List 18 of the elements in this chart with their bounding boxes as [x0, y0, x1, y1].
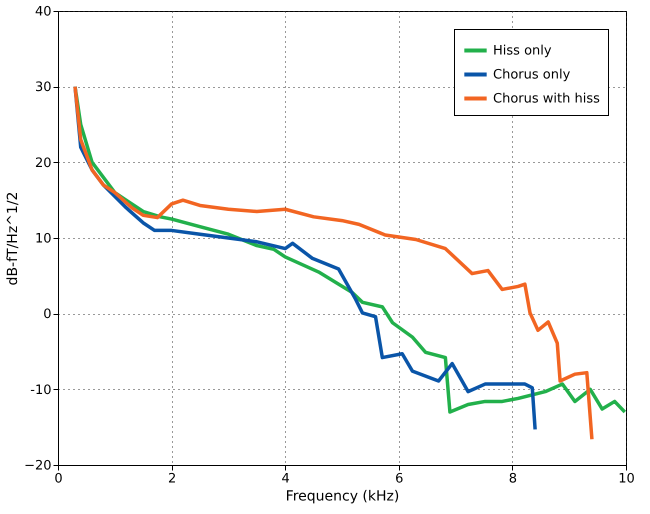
y-tick-label: 0: [43, 307, 52, 322]
x-tick-label: 8: [508, 472, 518, 486]
x-tick-label: 2: [168, 472, 176, 486]
y-tick-label: 30: [34, 80, 52, 96]
x-tick-label: 4: [282, 472, 290, 486]
y-tick-label: 10: [34, 232, 52, 246]
x-axis-title: Frequency (kHz): [286, 488, 400, 504]
y-tick-label: 40: [34, 4, 52, 20]
x-tick-label: 6: [395, 472, 404, 486]
y-tick-label: −20: [24, 458, 52, 474]
y-axis-title: dB-fT/Hz^1/2: [5, 192, 22, 286]
y-tick-label: 20: [34, 156, 52, 171]
legend-label: Hiss only: [493, 44, 552, 58]
x-tick-label: 10: [618, 472, 635, 486]
y-tick-label: -10: [30, 382, 52, 398]
legend-label: Chorus with hiss: [493, 92, 600, 106]
legend-label: Chorus only: [493, 68, 571, 82]
x-tick-label: 0: [54, 472, 63, 486]
